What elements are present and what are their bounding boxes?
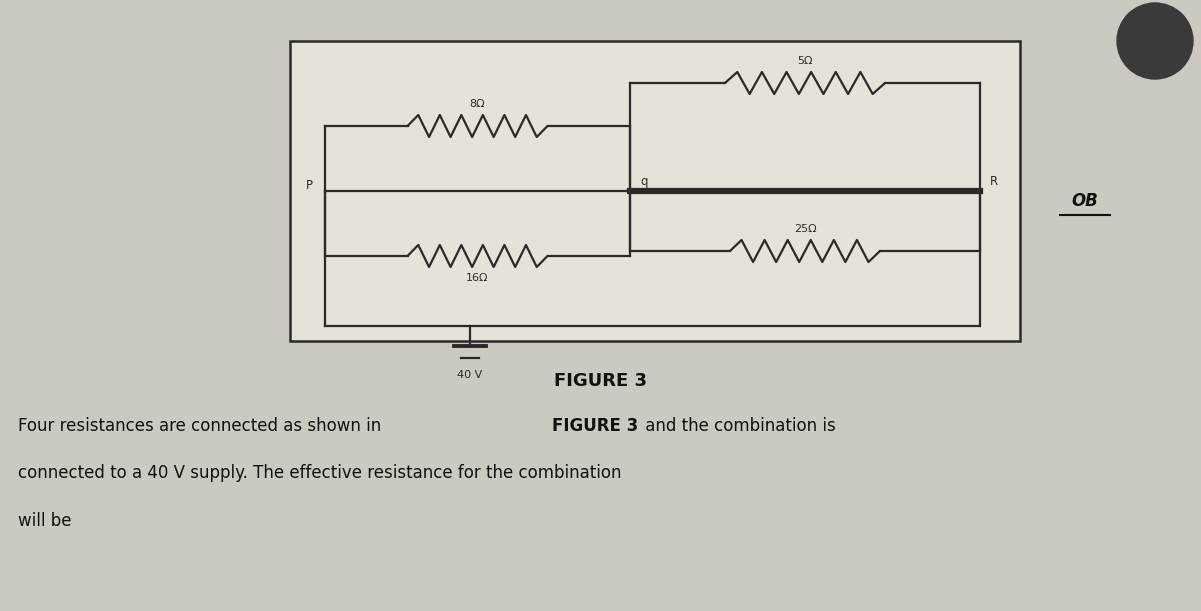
Text: 16Ω: 16Ω (466, 273, 489, 283)
Text: FIGURE 3: FIGURE 3 (552, 417, 638, 435)
Text: OB: OB (1071, 192, 1099, 210)
Bar (289, 41, 1020, 341)
Text: connected to a 40 V supply. The effective resistance for the combination: connected to a 40 V supply. The effectiv… (18, 464, 621, 482)
Text: and the combination is: and the combination is (640, 417, 836, 435)
Text: FIGURE 3: FIGURE 3 (554, 372, 646, 390)
Text: 40 V: 40 V (458, 370, 483, 380)
Text: R: R (990, 175, 998, 188)
Text: q: q (640, 175, 647, 188)
Text: Four resistances are connected as shown in: Four resistances are connected as shown … (18, 417, 387, 435)
Text: P: P (306, 178, 313, 191)
Text: will be: will be (18, 512, 72, 530)
Text: 5Ω: 5Ω (797, 56, 813, 66)
Text: 8Ω: 8Ω (470, 99, 485, 109)
Text: 25Ω: 25Ω (794, 224, 817, 234)
Circle shape (1117, 3, 1193, 79)
